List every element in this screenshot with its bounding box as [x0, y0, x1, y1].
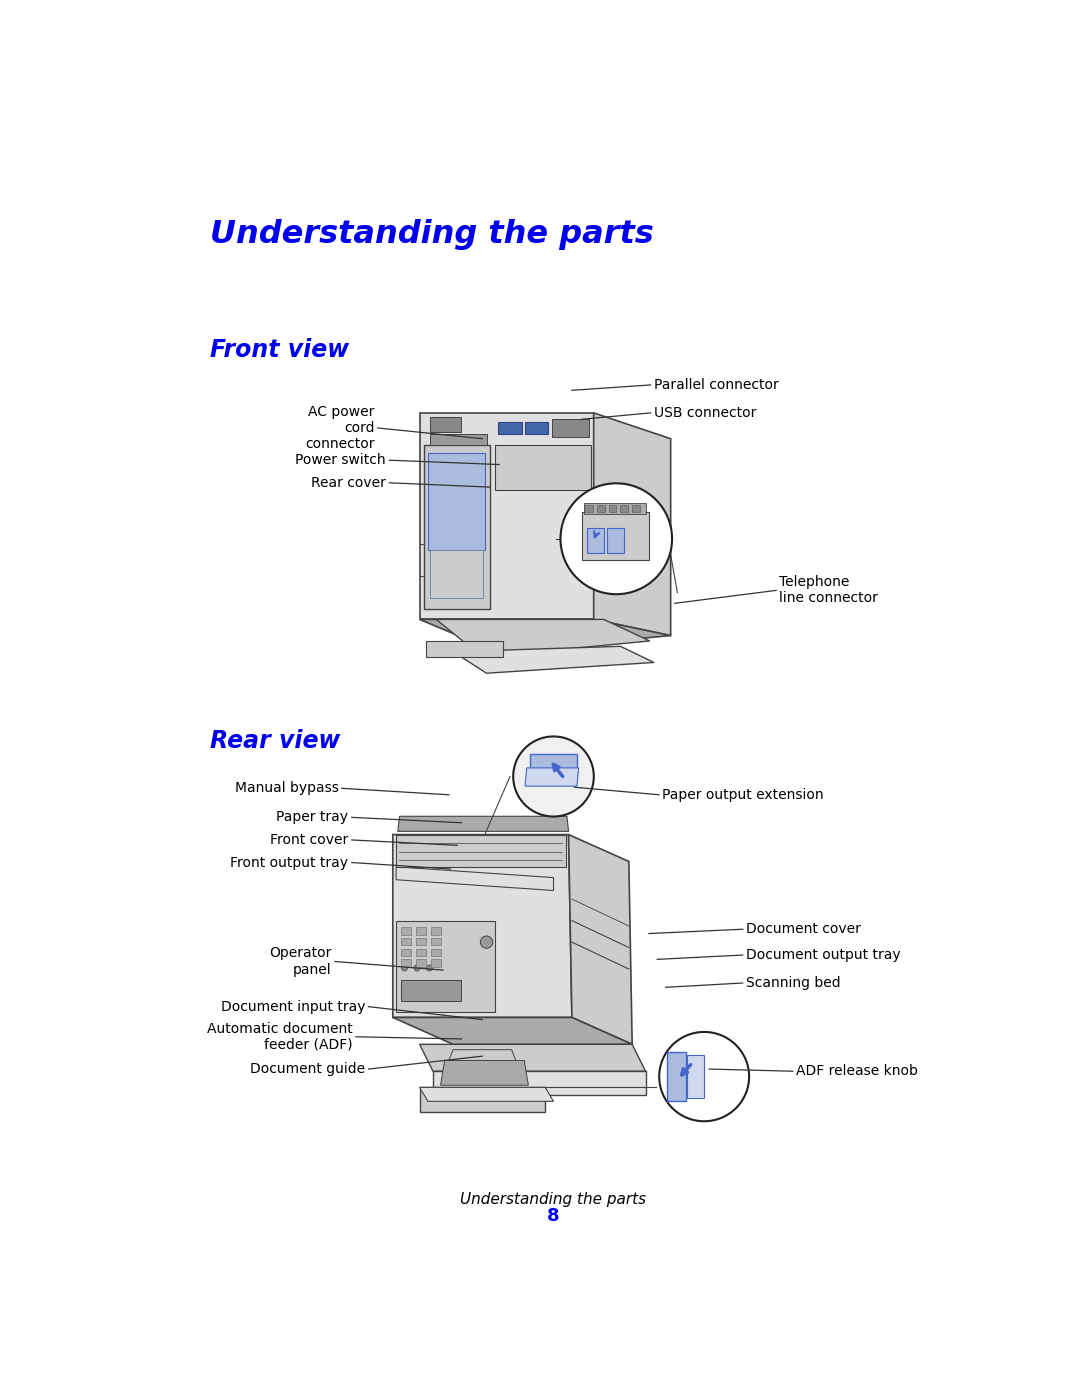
Polygon shape [495, 446, 591, 490]
Polygon shape [431, 949, 442, 956]
Polygon shape [401, 928, 411, 935]
Polygon shape [688, 1055, 704, 1098]
Circle shape [561, 483, 672, 594]
Polygon shape [431, 937, 442, 946]
Polygon shape [393, 834, 572, 1017]
Polygon shape [401, 979, 461, 1002]
Polygon shape [423, 446, 490, 609]
Text: Paper output extension: Paper output extension [662, 788, 824, 802]
Text: Telephone
line connector: Telephone line connector [780, 576, 878, 605]
Text: Front view: Front view [211, 338, 350, 362]
Polygon shape [568, 834, 632, 1045]
Polygon shape [397, 816, 568, 831]
Polygon shape [420, 1045, 646, 1071]
Text: Document output tray: Document output tray [746, 949, 901, 963]
Polygon shape [583, 503, 646, 514]
Polygon shape [430, 434, 486, 446]
Polygon shape [530, 754, 577, 773]
Circle shape [402, 965, 407, 971]
Polygon shape [416, 928, 427, 935]
Polygon shape [396, 834, 566, 866]
Polygon shape [420, 414, 594, 619]
Polygon shape [431, 928, 442, 935]
Polygon shape [632, 506, 639, 511]
Polygon shape [393, 1017, 632, 1045]
Text: Scanning bed: Scanning bed [746, 977, 840, 990]
Polygon shape [427, 641, 503, 657]
Text: Front output tray: Front output tray [230, 855, 349, 869]
Polygon shape [431, 960, 442, 967]
Polygon shape [420, 1087, 545, 1112]
Polygon shape [430, 418, 461, 432]
Text: Manual bypass: Manual bypass [234, 781, 338, 795]
Circle shape [481, 936, 492, 949]
Polygon shape [454, 647, 654, 673]
Polygon shape [609, 506, 617, 511]
Text: AC power
cord
connector: AC power cord connector [305, 405, 375, 451]
Text: Rear view: Rear view [211, 729, 340, 753]
Text: Parallel connector: Parallel connector [654, 379, 779, 393]
Text: USB connector: USB connector [654, 407, 756, 420]
Text: Power switch: Power switch [296, 453, 387, 467]
Circle shape [659, 1032, 750, 1122]
Polygon shape [430, 549, 483, 598]
Polygon shape [428, 453, 485, 549]
Polygon shape [449, 1049, 516, 1060]
Text: 8: 8 [548, 1207, 559, 1225]
Polygon shape [607, 528, 624, 553]
Text: Front cover: Front cover [270, 833, 349, 847]
Circle shape [513, 736, 594, 816]
Text: Paper tray: Paper tray [276, 810, 349, 824]
Polygon shape [396, 866, 554, 890]
Polygon shape [433, 1071, 646, 1095]
Polygon shape [416, 949, 427, 956]
Polygon shape [552, 419, 589, 437]
Polygon shape [667, 1052, 686, 1101]
Circle shape [427, 965, 433, 971]
Text: Understanding the parts: Understanding the parts [211, 219, 654, 250]
Polygon shape [525, 422, 549, 434]
Text: Document guide: Document guide [251, 1062, 365, 1076]
Polygon shape [401, 949, 411, 956]
Polygon shape [396, 921, 495, 1011]
Polygon shape [594, 414, 671, 636]
Text: Automatic document
feeder (ADF): Automatic document feeder (ADF) [207, 1021, 352, 1052]
Text: ADF release knob: ADF release knob [796, 1065, 918, 1078]
Polygon shape [525, 768, 579, 787]
Polygon shape [420, 1087, 554, 1101]
Text: Understanding the parts: Understanding the parts [460, 1192, 647, 1207]
Polygon shape [416, 960, 427, 967]
Polygon shape [441, 1060, 528, 1085]
Polygon shape [401, 937, 411, 946]
Polygon shape [498, 422, 522, 434]
Text: Document input tray: Document input tray [220, 1000, 365, 1014]
Text: Operator
panel: Operator panel [269, 946, 332, 977]
Text: Document cover: Document cover [746, 922, 861, 936]
Polygon shape [588, 528, 604, 553]
Polygon shape [401, 960, 411, 967]
Polygon shape [436, 619, 650, 657]
Polygon shape [585, 506, 593, 511]
Circle shape [414, 965, 420, 971]
Polygon shape [620, 506, 627, 511]
Text: Rear cover: Rear cover [311, 476, 387, 490]
Polygon shape [416, 937, 427, 946]
Polygon shape [582, 511, 649, 560]
Polygon shape [420, 619, 671, 652]
Polygon shape [597, 506, 605, 511]
